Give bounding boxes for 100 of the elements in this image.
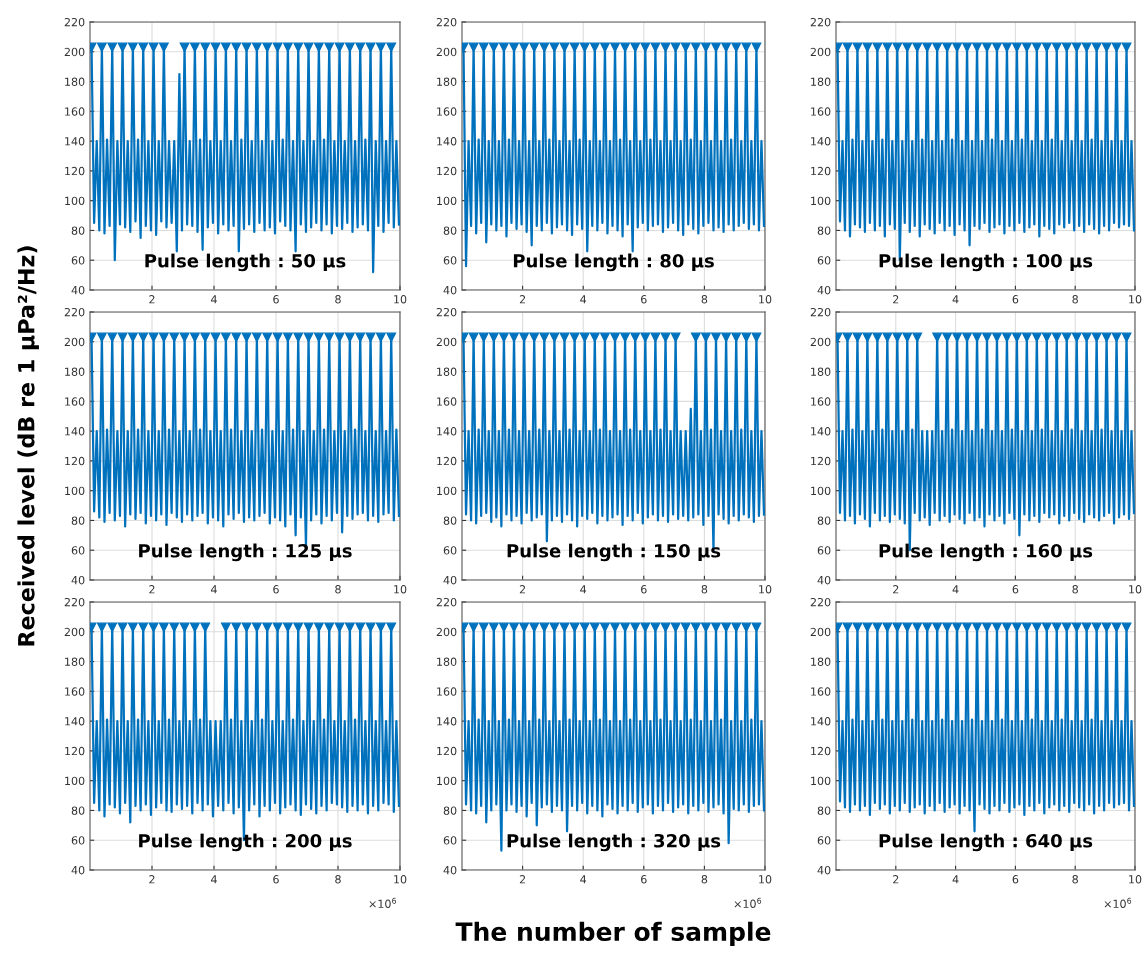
y-tick-label: 160 [811,397,831,406]
y-tick-label: 120 [65,746,85,756]
y-tick-label: 120 [437,746,457,756]
y-tick-label: 40 [817,865,831,875]
x-tick-label: 8 [701,875,708,884]
y-tick-label: 180 [437,77,457,86]
y-tick-label: 60 [71,836,85,845]
y-tick-label: 100 [65,196,85,206]
x-tick-label: 4 [580,295,587,304]
x-tick-label: 8 [1072,295,1078,304]
y-tick-label: 140 [65,717,85,726]
y-tick-label: 220 [810,17,831,27]
y-tick-label: 180 [437,367,457,376]
x-tick-label: 8 [1072,875,1078,884]
y-tick-label: 220 [64,307,85,317]
x-tick-label: 4 [580,875,587,884]
y-tick-label: 100 [437,776,457,786]
x-tick-label: 2 [893,585,899,594]
x-tick-label: 4 [211,585,217,594]
x-tick-label: 4 [211,875,217,884]
y-tick-label: 80 [443,806,457,815]
y-tick-label: 40 [71,575,85,585]
y-tick-label: 60 [443,546,457,555]
x-tick-label: 2 [519,585,526,594]
x-tick-label: 10 [759,585,772,594]
y-tick-label: 140 [811,717,831,726]
x-tick-label: 4 [952,585,959,594]
y-tick-label: 100 [65,486,85,496]
x-tick-label: 8 [335,875,341,884]
y-tick-label: 200 [64,337,85,347]
x-tick-label: 8 [701,585,708,594]
y-tick-label: 80 [443,516,457,525]
x-axis-title: The number of sample [455,921,771,946]
annotation: Pulse length : 320 μs [507,833,721,852]
y-tick-label: 40 [443,285,457,295]
x-tick-label: 10 [759,875,772,884]
x-tick-label: 10 [394,295,407,304]
annotation: Pulse length : 80 μs [513,253,714,272]
x-tick-label: 6 [273,585,279,594]
y-tick-label: 160 [437,397,457,406]
annotation: Pulse length : 125 μs [139,543,352,562]
text: ×10$^{6}$ [734,897,762,908]
x-tick-label: 10 [1129,585,1142,594]
y-tick-label: 200 [436,47,457,57]
y-tick-label: 160 [65,107,85,116]
y-tick-label: 40 [443,865,457,875]
y-tick-label: 220 [436,17,457,27]
y-tick-label: 200 [810,337,831,347]
y-axis-title: Received level (dB re 1 μPa²/Hz) [17,246,39,646]
x-tick-label: 8 [335,295,341,304]
y-tick-label: 220 [810,307,831,317]
y-tick-label: 140 [65,137,85,146]
x-tick-label: 2 [149,295,155,304]
y-tick-label: 60 [817,836,831,845]
y-tick-label: 100 [437,196,457,206]
y-tick-label: 220 [436,597,457,607]
y-tick-label: 100 [437,486,457,496]
y-tick-label: 220 [64,597,85,607]
y-tick-label: 160 [811,687,831,696]
y-tick-label: 140 [811,137,831,146]
y-tick-label: 180 [811,367,831,376]
x-tick-label: 4 [952,295,959,304]
x-tick-label: 2 [149,875,155,884]
x-tick-label: 2 [893,875,899,884]
y-tick-label: 140 [437,137,457,146]
x-tick-label: 2 [519,875,526,884]
y-tick-label: 200 [436,337,457,347]
y-tick-label: 120 [811,746,831,756]
y-tick-label: 220 [810,597,831,607]
y-tick-label: 60 [71,546,85,555]
y-tick-label: 120 [65,166,85,176]
x-tick-label: 4 [952,875,959,884]
y-tick-label: 40 [71,865,85,875]
y-tick-label: 60 [71,256,85,265]
x-tick-label: 10 [394,875,407,884]
y-tick-label: 180 [65,657,85,666]
y-tick-label: 80 [71,516,85,525]
x-tick-label: 8 [335,585,341,594]
y-tick-label: 160 [811,107,831,116]
x-tick-label: 10 [1129,875,1142,884]
y-tick-label: 180 [811,77,831,86]
y-tick-label: 100 [811,196,831,206]
y-tick-label: 100 [811,776,831,786]
y-tick-label: 180 [65,367,85,376]
y-tick-label: 120 [811,166,831,176]
annotation: Pulse length : 100 μs [879,253,1093,272]
x-tick-label: 2 [519,295,526,304]
text: ×10$^{6}$ [369,897,397,908]
y-tick-label: 180 [811,657,831,666]
y-tick-label: 40 [817,285,831,295]
y-tick-label: 160 [437,687,457,696]
x-tick-label: 8 [1072,585,1078,594]
x-tick-label: 2 [893,295,899,304]
y-tick-label: 120 [437,456,457,466]
annotation: Pulse length : 50 μs [145,253,346,272]
x-tick-label: 6 [1012,875,1019,884]
x-tick-label: 6 [273,295,279,304]
y-tick-label: 80 [71,806,85,815]
x-tick-label: 10 [759,295,772,304]
y-tick-label: 220 [64,17,85,27]
